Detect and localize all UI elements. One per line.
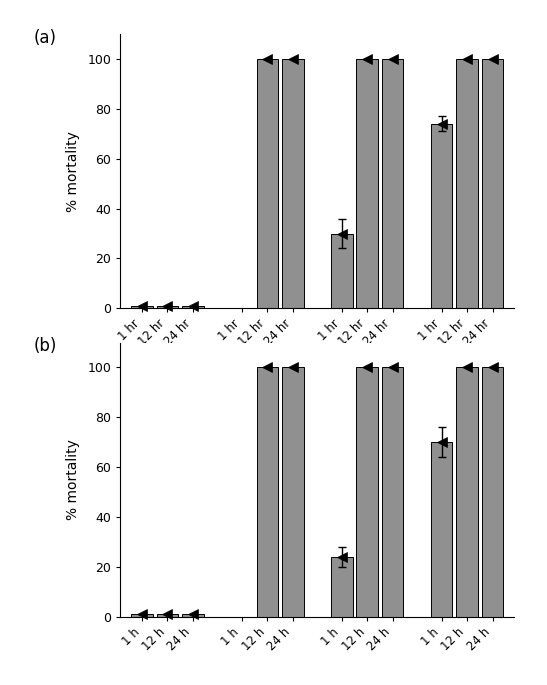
- Bar: [456, 59, 478, 308]
- Bar: [182, 306, 203, 308]
- Bar: [156, 614, 178, 616]
- Bar: [156, 306, 178, 308]
- Bar: [431, 124, 452, 308]
- Bar: [482, 59, 503, 308]
- Bar: [282, 59, 304, 308]
- Y-axis label: % mortality: % mortality: [67, 439, 80, 520]
- Bar: [331, 557, 352, 616]
- Bar: [382, 367, 404, 616]
- Bar: [357, 59, 378, 308]
- Bar: [331, 234, 352, 308]
- Text: 60: 60: [459, 404, 475, 417]
- Bar: [131, 614, 153, 616]
- Text: 6: 6: [263, 404, 271, 417]
- Bar: [482, 367, 503, 616]
- Text: C9-biosurfactant (mg/L): C9-biosurfactant (mg/L): [120, 437, 261, 450]
- Bar: [382, 59, 404, 308]
- Bar: [456, 367, 478, 616]
- Bar: [182, 614, 203, 616]
- Text: (a): (a): [34, 29, 57, 47]
- Text: 0: 0: [163, 404, 172, 417]
- Bar: [282, 367, 304, 616]
- Y-axis label: % mortality: % mortality: [67, 131, 80, 212]
- Bar: [357, 367, 378, 616]
- Bar: [257, 59, 278, 308]
- Text: 20: 20: [359, 404, 376, 417]
- Bar: [131, 306, 153, 308]
- Bar: [257, 367, 278, 616]
- Bar: [431, 442, 452, 616]
- Text: (b): (b): [34, 337, 57, 355]
